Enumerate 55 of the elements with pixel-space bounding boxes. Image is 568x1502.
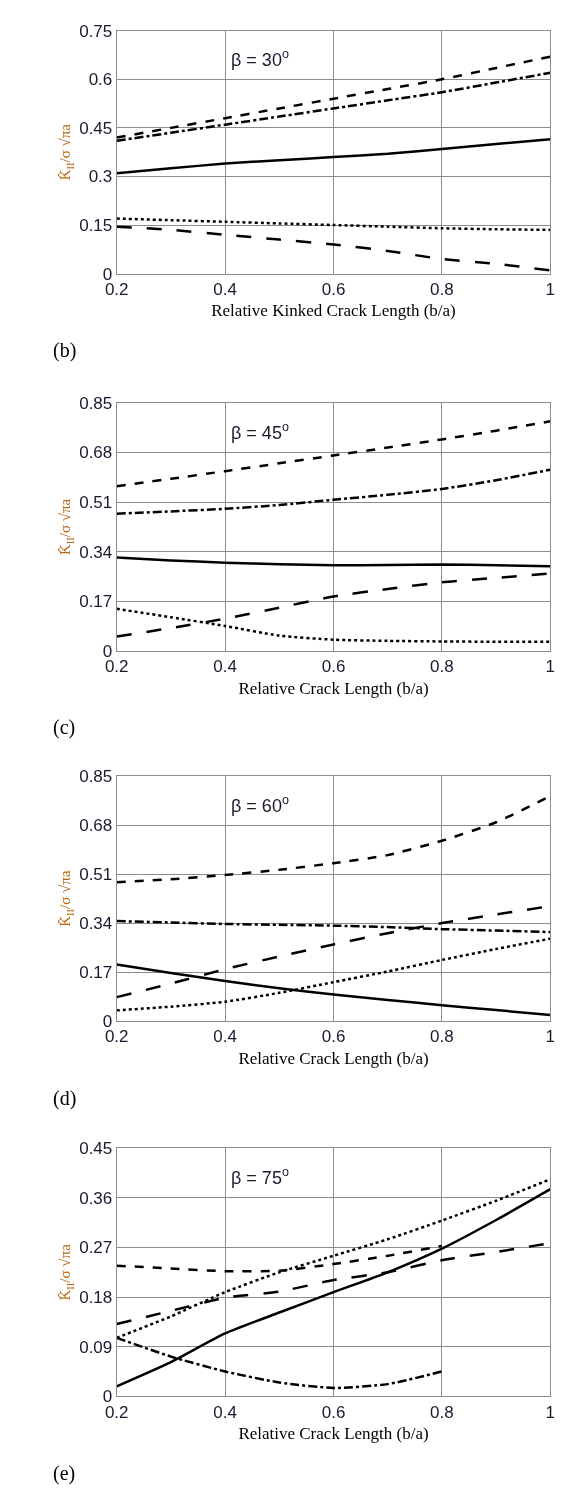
y-tick-label: 0.34	[79, 542, 113, 562]
x-tick-label: 0.6	[321, 1027, 346, 1047]
y-tick-label: 0.51	[79, 493, 113, 513]
x-axis-title: Relative Crack Length (b/a)	[238, 1048, 429, 1068]
y-tick-label: 0.45	[79, 118, 113, 138]
x-tick-label: 0.8	[430, 657, 454, 677]
y-tick-label: 0.17	[79, 963, 113, 983]
line-series	[116, 468, 551, 515]
y-tick-label: 0.34	[79, 914, 113, 934]
y-tick-label: 0.27	[79, 1238, 113, 1258]
x-tick-label: 0.8	[430, 1027, 454, 1047]
y-tick-label: 0.3	[88, 167, 113, 187]
x-tick-label: 0.6	[321, 1402, 346, 1422]
y-tick-label: 0.09	[79, 1337, 113, 1357]
line-series	[116, 137, 551, 175]
y-tick-label: 0.17	[79, 592, 113, 612]
y-tick-label: 0.51	[79, 865, 113, 885]
x-axis-title: Relative Crack Length (b/a)	[238, 678, 429, 698]
text: β = 75$^{o}$	[231, 1165, 289, 1188]
y-tick-label: 0.15	[79, 215, 113, 235]
line-series	[116, 420, 551, 488]
x-tick-label: 0.4	[213, 1027, 237, 1047]
line-series	[116, 937, 551, 1012]
y-tick-label: 0.68	[79, 816, 113, 836]
text: (c)	[53, 716, 76, 739]
x-tick-label: 1	[545, 1402, 556, 1422]
y-tick-label: 0.6	[88, 70, 113, 90]
x-tick-label: 1	[545, 1027, 556, 1047]
x-tick-label: 0.4	[213, 657, 237, 677]
y-tick-label: 0.85	[79, 393, 113, 413]
x-tick-label: 1	[545, 657, 556, 677]
y-tick-label: 0.36	[79, 1188, 113, 1208]
x-axis-title: Relative Kinked Crack Length (b/a)	[211, 301, 456, 321]
text: (e)	[53, 1462, 76, 1485]
text: β = 45$^{o}$	[231, 420, 289, 443]
x-tick-label: 1	[545, 280, 556, 300]
y-tick-label: 0.75	[79, 21, 113, 41]
x-tick-label: 0.4	[213, 280, 237, 300]
y-tick-label: 0.68	[79, 443, 113, 463]
text: β = 60$^{o}$	[231, 793, 289, 816]
x-tick-label: 0.8	[430, 1402, 454, 1422]
x-tick-label: 0.6	[321, 280, 346, 300]
text: (d)	[53, 1087, 77, 1110]
line-series	[116, 225, 551, 272]
x-tick-label: 0.6	[321, 657, 346, 677]
x-tick-label: 0.4	[213, 1402, 237, 1422]
x-tick-label: 0.8	[430, 280, 454, 300]
line-series	[116, 556, 551, 568]
y-tick-label: 0.45	[79, 1139, 113, 1159]
line-series	[116, 217, 551, 232]
text: β = 30$^{o}$	[231, 47, 289, 70]
x-axis-title: Relative Crack Length (b/a)	[238, 1424, 429, 1444]
y-tick-label: 0.18	[79, 1288, 113, 1308]
y-tick-label: 0.85	[79, 767, 113, 787]
text: (b)	[53, 339, 77, 362]
